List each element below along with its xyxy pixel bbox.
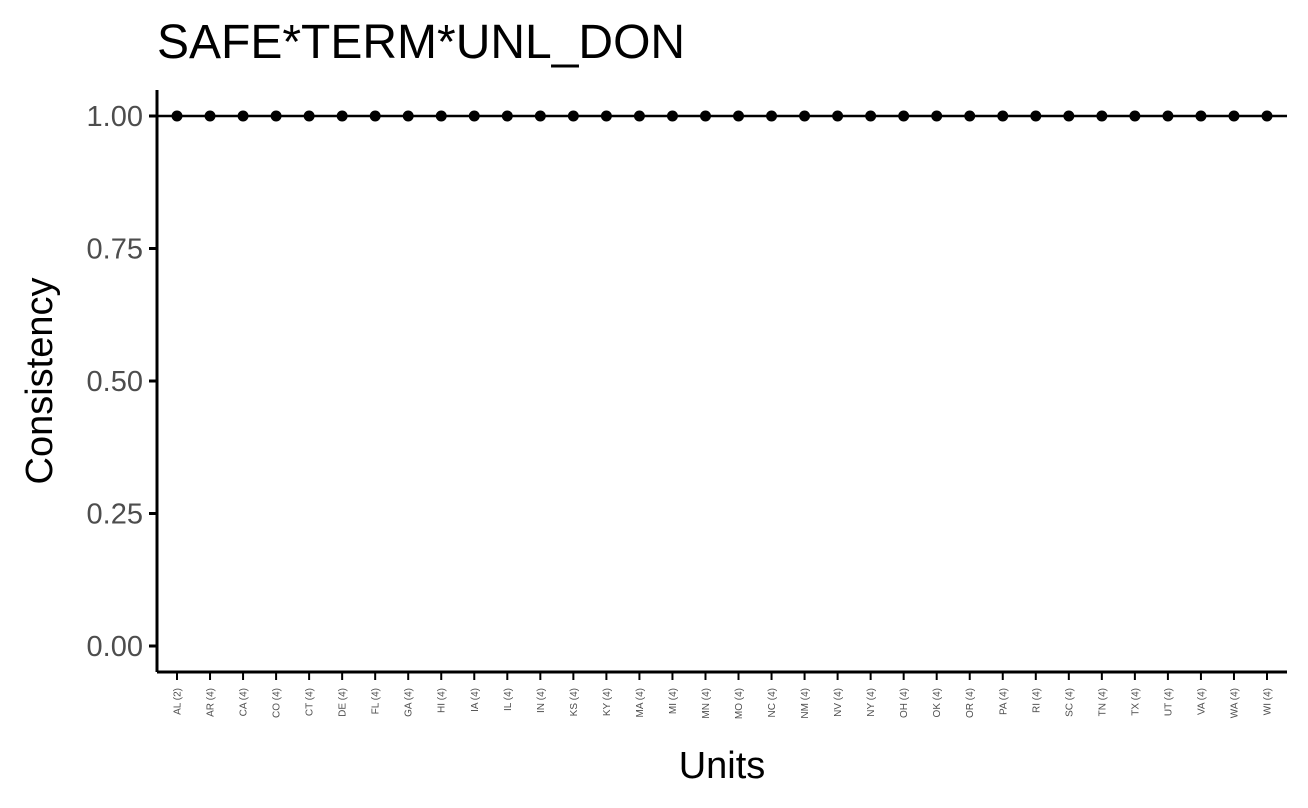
data-point	[1129, 110, 1141, 122]
data-point	[766, 110, 778, 122]
data-point	[1195, 110, 1207, 122]
x-axis-ticks: AL (2) AR (4) CA (4) CO (4) CT (4) DE (4) FL (…	[173, 672, 1274, 719]
data-point	[931, 110, 943, 122]
x-tick-label: DE (4)	[338, 688, 349, 717]
y-tick-label: 0.25	[87, 499, 143, 531]
x-tick-label: VA (4)	[1196, 688, 1207, 715]
data-point	[1261, 110, 1273, 122]
x-tick-label: AR (4)	[206, 688, 217, 717]
x-tick-label: RI (4)	[1031, 688, 1042, 713]
x-tick-label: OK (4)	[932, 688, 943, 717]
x-tick-label: WA (4)	[1229, 688, 1240, 718]
data-point	[1162, 110, 1174, 122]
x-tick-label: PA (4)	[998, 688, 1009, 715]
x-tick-label: FL (4)	[371, 688, 382, 714]
x-tick-label: NM (4)	[800, 688, 811, 719]
data-point	[666, 110, 678, 122]
data-point	[799, 110, 811, 122]
data-point	[964, 110, 976, 122]
data-point	[204, 110, 216, 122]
data-point	[237, 110, 249, 122]
x-tick-label: KY (4)	[602, 688, 613, 716]
data-point	[600, 110, 612, 122]
x-tick-label: TX (4)	[1130, 688, 1141, 716]
x-tick-label: TN (4)	[1097, 688, 1108, 716]
data-point	[733, 110, 745, 122]
data-point	[270, 110, 282, 122]
x-tick-label: AL (2)	[173, 688, 184, 715]
y-tick-label: 0.00	[87, 631, 143, 663]
data-point	[1030, 110, 1042, 122]
data-point	[832, 110, 844, 122]
data-point	[699, 110, 711, 122]
x-tick-label: IA (4)	[470, 688, 481, 712]
x-tick-label: CT (4)	[305, 688, 316, 716]
x-tick-label: UT (4)	[1163, 688, 1174, 716]
x-tick-label: MN (4)	[701, 688, 712, 719]
x-tick-label: HI (4)	[437, 688, 448, 713]
data-point	[171, 110, 183, 122]
data-point	[567, 110, 579, 122]
data-point	[1096, 110, 1108, 122]
x-tick-label: SC (4)	[1064, 688, 1075, 717]
data-point	[501, 110, 513, 122]
y-tick-label: 0.75	[87, 234, 143, 266]
x-axis-title: Units	[679, 745, 766, 787]
data-point	[369, 110, 381, 122]
x-tick-label: IL (4)	[503, 688, 514, 711]
data-point	[303, 110, 315, 122]
data-point	[1228, 110, 1240, 122]
x-tick-label: MI (4)	[668, 688, 679, 714]
x-tick-label: MO (4)	[734, 688, 745, 719]
data-point	[633, 110, 645, 122]
x-tick-label: NC (4)	[767, 688, 778, 717]
x-tick-label: GA (4)	[404, 688, 415, 717]
data-point	[435, 110, 447, 122]
x-tick-label: WI (4)	[1263, 688, 1274, 715]
data-point	[336, 110, 348, 122]
x-tick-label: MA (4)	[635, 688, 646, 717]
y-axis-ticks: 0.00 0.25 0.50 0.75 1.00	[87, 101, 157, 663]
x-tick-label: NY (4)	[866, 688, 877, 717]
x-tick-label: CO (4)	[272, 688, 283, 718]
x-tick-label: NV (4)	[833, 688, 844, 717]
y-tick-label: 0.50	[87, 366, 143, 398]
chart-title: SAFE*TERM*UNL_DON	[157, 16, 685, 69]
data-point	[468, 110, 480, 122]
y-axis-title: Consistency	[19, 278, 61, 485]
x-tick-label: IN (4)	[536, 688, 547, 713]
data-point	[865, 110, 877, 122]
data-point	[402, 110, 414, 122]
x-tick-label: KS (4)	[569, 688, 580, 716]
data-point	[534, 110, 546, 122]
y-tick-label: 1.00	[87, 101, 143, 133]
data-point	[997, 110, 1009, 122]
x-tick-label: OR (4)	[965, 688, 976, 718]
x-tick-label: CA (4)	[239, 688, 250, 716]
data-points	[171, 110, 1273, 122]
data-point	[1063, 110, 1075, 122]
x-tick-label: OH (4)	[899, 688, 910, 718]
data-point	[898, 110, 910, 122]
